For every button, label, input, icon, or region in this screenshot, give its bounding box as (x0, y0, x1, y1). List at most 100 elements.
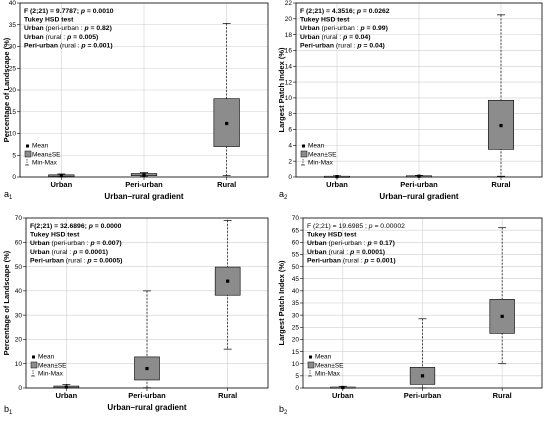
y-tick-label: 35 (292, 300, 300, 307)
stats-line: Peri-urban (rural : p = 0.0005) (30, 257, 122, 264)
stats-segment: = 0.99) (365, 25, 388, 32)
y-tick-label: 2 (288, 158, 292, 165)
stats-segment: (rural : (46, 34, 68, 41)
stats-segment: = 0.0005) (92, 257, 123, 264)
stats-line: Urban (peri-urban : p = 0.007) (30, 240, 122, 247)
stats-line: Urban (peri-urban : p = 0.17) (307, 240, 395, 247)
y-tick-label: 25 (292, 324, 300, 331)
x-tick-label: Rural (218, 391, 237, 400)
panel-1: 0 5 10 15 20 25 30 35 40 Percentage of Landscape … (2, 0, 269, 201)
x-tick-label: Urban (332, 391, 354, 400)
legend-mean-icon (26, 144, 29, 148)
mean-marker (142, 173, 146, 177)
y-tick-label: 22 (285, 0, 293, 7)
stats-segment: p (359, 25, 364, 32)
se-box (487, 99, 515, 150)
y-tick-label: 20 (285, 16, 293, 23)
x-axis-label: Urban–rural gradient (107, 403, 186, 412)
mean-marker (500, 314, 504, 318)
y-tick-label: 60 (292, 239, 300, 246)
y-tick-label: 10 (15, 361, 23, 368)
mean-marker (64, 385, 68, 389)
stats-segment: Urban (30, 240, 52, 247)
y-tick-label: 30 (15, 312, 23, 319)
panel-label-letter: b (4, 404, 9, 414)
stats-segment: p (356, 42, 361, 49)
stats-segment: (rural : (322, 34, 344, 41)
panel-label-subscript: 2 (284, 410, 288, 416)
panel-3: 0 10 20 30 40 50 60 70 Percentage of Landscape (… (2, 215, 269, 416)
panel-label-subscript: 1 (9, 410, 13, 416)
stats-segment: (peri-urban : (52, 240, 91, 247)
x-tick-label: Rural (491, 180, 510, 189)
x-tick-label: Urban (50, 180, 72, 189)
y-axis-label: Largest Patch Index (%) (277, 260, 286, 346)
y-tick-label: 0 (18, 385, 22, 392)
stats-segment: Tukey HSD test (300, 17, 350, 24)
y-tick-label: 16 (285, 48, 293, 55)
y-tick-label: 45 (292, 276, 300, 283)
y-tick-label: 8 (288, 111, 292, 118)
stats-segment: Urban (300, 25, 322, 32)
y-tick-label: 70 (292, 215, 300, 222)
mean-marker (499, 123, 503, 128)
y-tick-label: 0 (12, 174, 16, 181)
stats-segment: Tukey HSD test (307, 232, 357, 239)
legend-mean-label: Mean (308, 143, 325, 150)
panel-label-letter: a (279, 189, 284, 199)
stats-segment: (rural : (66, 257, 88, 264)
stats-segment: (peri-urban : (46, 25, 85, 32)
stats-segment: Tukey HSD test (30, 232, 80, 239)
y-tick-label: 0 (295, 385, 299, 392)
legend-se-icon (30, 361, 38, 369)
stats-segment: F (2;21) = 9.7787; (24, 8, 81, 15)
panel-label-subscript: 1 (9, 195, 13, 201)
stats-segment: = 0.0000 (93, 223, 122, 230)
stats-line: Urban (rural : p = 0.0001) (30, 249, 108, 256)
mean-marker (335, 175, 339, 179)
stats-segment: (peri-urban : (322, 25, 361, 32)
legend-minmax-label: Min-Max (315, 371, 341, 378)
stats-segment: Urban (307, 240, 329, 247)
panel-4: 0 5 10 15 20 25 30 35 40 45 50 55 60 65 70 Largest Patc… (277, 215, 543, 416)
stats-segment: F(2;21) = 32.6896; (30, 223, 89, 230)
stats-segment: (rural : (329, 249, 351, 256)
stats-segment: (rural : (60, 42, 82, 49)
stats-line: Urban (rural : p = 0.0001) (307, 249, 385, 256)
stats-line: F (2;21) = 4.3516; p = 0.0262 (300, 8, 390, 15)
x-tick-label: Peri-urban (400, 180, 438, 189)
mean-marker (145, 366, 149, 371)
stats-segment: Urban (24, 34, 46, 41)
stats-segment: Peri-urban (30, 257, 66, 264)
panel-label: b1 (4, 404, 13, 416)
y-tick-label: 6 (288, 127, 292, 134)
stats-segment: = 0.17) (372, 240, 395, 247)
y-tick-label: 20 (292, 337, 300, 344)
stats-segment: p (80, 42, 85, 49)
stats-segment: F (2;21) = 19.6985 ; (307, 223, 369, 230)
stats-line: F (2;21) = 9.7787; p = 0.0010 (24, 8, 114, 15)
stats-line: Tukey HSD test (30, 232, 80, 239)
stats-line: Peri-urban (rural : p = 0.04) (300, 42, 385, 49)
y-tick-label: 25 (9, 65, 17, 72)
y-tick-label: 65 (292, 227, 300, 234)
x-tick-label: Peri-urban (404, 391, 442, 400)
legend-se-label: Mean±SE (38, 363, 67, 370)
stats-segment: p (89, 240, 94, 247)
legend-mean-label: Mean (315, 354, 332, 361)
stats-line: F(2;21) = 32.6896; p = 0.0000 (30, 223, 122, 230)
legend-mean-label: Mean (32, 143, 49, 150)
stats-line: Urban (rural : p = 0.005) (24, 34, 98, 41)
stats-line: Peri-urban (rural : p = 0.001) (307, 257, 396, 264)
x-axis-label: Urban–rural gradient (379, 192, 458, 201)
x-axis-label: Urban–rural gradient (104, 192, 183, 201)
y-tick-label: 20 (9, 87, 17, 94)
legend-mean-icon (309, 355, 312, 359)
y-tick-label: 35 (9, 22, 17, 29)
legend-se-icon (307, 361, 315, 369)
y-tick-label: 70 (15, 215, 23, 222)
x-tick-label: Peri-urban (125, 180, 163, 189)
y-tick-label: 10 (285, 95, 293, 102)
